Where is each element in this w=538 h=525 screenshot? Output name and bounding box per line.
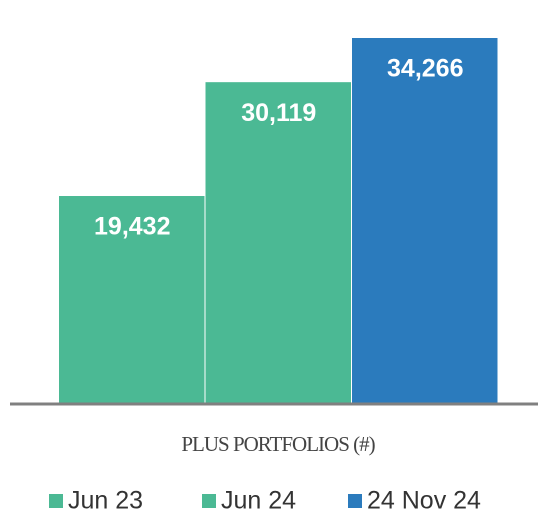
legend-label: Jun 23 [68, 487, 143, 515]
bar [205, 82, 351, 403]
data-label: 19,432 [94, 213, 170, 241]
data-label: 30,119 [241, 99, 316, 127]
data-label: 34,266 [387, 55, 463, 83]
bar [352, 38, 498, 403]
legend-label: Jun 24 [221, 487, 296, 515]
legend-swatch [49, 494, 63, 508]
x-axis-label: PLUS PORTFOLIOS (#) [181, 432, 375, 456]
legend-label: 24 Nov 24 [367, 487, 481, 515]
legend-swatch [348, 494, 362, 508]
legend-swatch [202, 494, 216, 508]
bar [59, 196, 205, 403]
